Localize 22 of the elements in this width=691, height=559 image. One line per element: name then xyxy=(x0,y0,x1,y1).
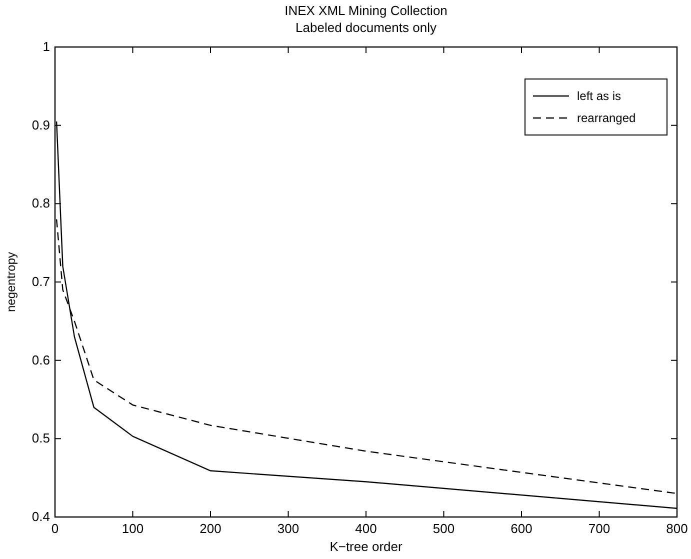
y-tick-label: 0.6 xyxy=(32,352,50,368)
y-tick-label: 0.7 xyxy=(32,274,50,289)
chart-subtitle: Labeled documents only xyxy=(296,20,437,35)
x-tick-label: 100 xyxy=(122,521,144,536)
y-tick-label: 1 xyxy=(42,39,50,54)
x-tick-label: 800 xyxy=(666,521,688,536)
x-tick-label: 600 xyxy=(510,521,532,536)
x-tick-label: 200 xyxy=(200,521,222,536)
x-axis-title: K−tree order xyxy=(330,539,403,554)
y-axis-title: negentropy xyxy=(4,252,18,312)
chart-title: INEX XML Mining Collection xyxy=(284,3,448,18)
x-tick-label: 300 xyxy=(277,521,300,536)
legend-label: left as is xyxy=(577,89,622,103)
x-tick-label: 400 xyxy=(355,521,377,536)
x-tick-label: 0 xyxy=(51,521,59,536)
x-tick-label: 700 xyxy=(588,521,610,536)
legend-label: rearranged xyxy=(577,111,636,125)
y-tick-label: 0.5 xyxy=(32,430,50,446)
y-tick-label: 0.9 xyxy=(32,117,50,132)
y-tick-label: 0.4 xyxy=(32,509,50,524)
y-tick-label: 0.8 xyxy=(32,196,50,211)
x-tick-label: 500 xyxy=(432,521,455,536)
